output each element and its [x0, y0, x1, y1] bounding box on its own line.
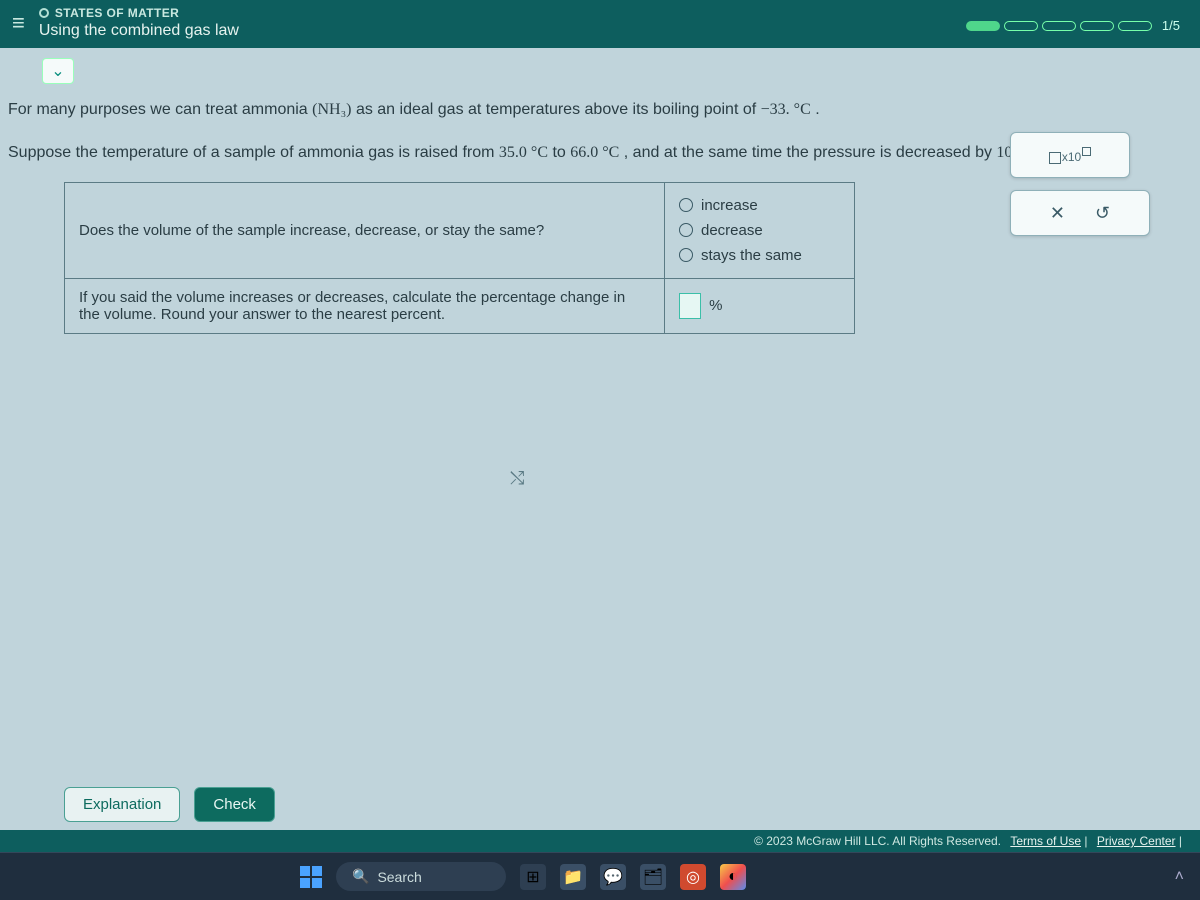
- prompt-text: If you said the volume increases or decr…: [79, 289, 625, 323]
- problem-para-2: Suppose the temperature of a sample of a…: [8, 139, 1174, 168]
- radio-option-decrease[interactable]: decrease: [679, 218, 840, 243]
- bottom-bar: Explanation Check © 2023 McGraw Hill LLC…: [0, 778, 1200, 852]
- value: −33. °C: [761, 101, 811, 118]
- text: Suppose the temperature of a sample of a…: [8, 144, 499, 161]
- expand-button[interactable]: ⌄: [42, 58, 74, 84]
- problem-para-1: For many purposes we can treat ammonia (…: [8, 96, 1174, 125]
- taskbar-app-icon[interactable]: 🗂: [640, 864, 666, 890]
- chapter-line: STATES OF MATTER: [39, 6, 239, 20]
- radio-icon[interactable]: [679, 223, 693, 237]
- formula: (NH₃): [312, 101, 351, 118]
- value: 66.0 °C: [570, 144, 619, 161]
- progress-seg: [1004, 21, 1038, 31]
- topic-label: Using the combined gas law: [39, 22, 239, 40]
- start-button[interactable]: [300, 866, 322, 888]
- progress-seg: [1118, 21, 1152, 31]
- text: For many purposes we can treat ammonia: [8, 101, 312, 118]
- option-label: stays the same: [701, 247, 802, 264]
- tool-panel: x10 ✕ ↺: [1010, 132, 1150, 236]
- copyright-text: © 2023 McGraw Hill LLC. All Rights Reser…: [754, 834, 1001, 848]
- answer-input-cell: %: [665, 278, 855, 333]
- menu-icon[interactable]: ≡: [12, 10, 25, 36]
- taskbar-app-icon[interactable]: ◐: [720, 864, 746, 890]
- progress-seg: [966, 21, 1000, 31]
- text: as an ideal gas at temperatures above it…: [356, 101, 761, 118]
- search-placeholder: Search: [377, 869, 421, 885]
- question-options-cell: increase decrease stays the same: [665, 182, 855, 278]
- table-row: Does the volume of the sample increase, …: [65, 182, 855, 278]
- percent-symbol: %: [709, 297, 722, 314]
- percent-input[interactable]: [679, 293, 701, 319]
- question-prompt-cell: If you said the volume increases or decr…: [65, 278, 665, 333]
- table-row: If you said the volume increases or decr…: [65, 278, 855, 333]
- box-icon: [1082, 147, 1091, 156]
- text: , and at the same time the pressure is d…: [624, 144, 997, 161]
- value: 35.0 °C: [499, 144, 548, 161]
- progress-text: 1/5: [1162, 18, 1180, 33]
- option-label: increase: [701, 197, 758, 214]
- radio-icon[interactable]: [679, 248, 693, 262]
- prompt-text: Does the volume of the sample increase, …: [79, 222, 544, 239]
- separator: |: [1084, 834, 1090, 848]
- taskbar-search[interactable]: 🔍 Search: [336, 862, 506, 891]
- taskbar-app-icon[interactable]: ◎: [680, 864, 706, 890]
- radio-option-same[interactable]: stays the same: [679, 243, 840, 268]
- box-icon: [1049, 152, 1061, 164]
- sci-notation-icon: x10: [1049, 147, 1091, 164]
- content-panel: ⌄ For many purposes we can treat ammonia…: [0, 48, 1200, 852]
- action-buttons: Explanation Check: [0, 787, 1200, 830]
- app-header: ≡ STATES OF MATTER Using the combined ga…: [0, 0, 1200, 48]
- option-label: decrease: [701, 222, 763, 239]
- copyright-row: © 2023 McGraw Hill LLC. All Rights Reser…: [0, 830, 1200, 852]
- privacy-link[interactable]: Privacy Center: [1097, 834, 1176, 848]
- chevron-down-icon: ⌄: [51, 61, 64, 81]
- chapter-dot-icon: [39, 8, 49, 18]
- sci-label: x10: [1062, 150, 1081, 164]
- taskbar-app-icon[interactable]: 💬: [600, 864, 626, 890]
- taskbar-overflow-icon[interactable]: ˄: [1175, 868, 1184, 886]
- separator: |: [1179, 834, 1182, 848]
- header-titles: STATES OF MATTER Using the combined gas …: [39, 6, 239, 40]
- text: .: [815, 101, 819, 118]
- taskbar-app-icon[interactable]: 📁: [560, 864, 586, 890]
- radio-icon[interactable]: [679, 198, 693, 212]
- reset-button[interactable]: ↺: [1095, 203, 1110, 224]
- text: to: [552, 144, 570, 161]
- windows-taskbar: 🔍 Search ⊞ 📁 💬 🗂 ◎ ◐ ˄: [0, 852, 1200, 900]
- question-prompt-cell: Does the volume of the sample increase, …: [65, 182, 665, 278]
- taskbar-app-icon[interactable]: ⊞: [520, 864, 546, 890]
- check-button[interactable]: Check: [194, 787, 275, 822]
- chapter-label: STATES OF MATTER: [55, 6, 179, 20]
- clear-reset-tools: ✕ ↺: [1010, 190, 1150, 236]
- cursor-icon: ⤭: [510, 468, 524, 489]
- clear-button[interactable]: ✕: [1050, 203, 1065, 224]
- progress-seg: [1042, 21, 1076, 31]
- radio-option-increase[interactable]: increase: [679, 193, 840, 218]
- progress-bar: [966, 21, 1152, 31]
- terms-link[interactable]: Terms of Use: [1010, 834, 1081, 848]
- question-table: Does the volume of the sample increase, …: [64, 182, 855, 334]
- explanation-button[interactable]: Explanation: [64, 787, 180, 822]
- progress-seg: [1080, 21, 1114, 31]
- sci-notation-tool[interactable]: x10: [1010, 132, 1130, 178]
- progress-indicator: 1/5: [966, 18, 1180, 33]
- search-icon: 🔍: [352, 868, 369, 885]
